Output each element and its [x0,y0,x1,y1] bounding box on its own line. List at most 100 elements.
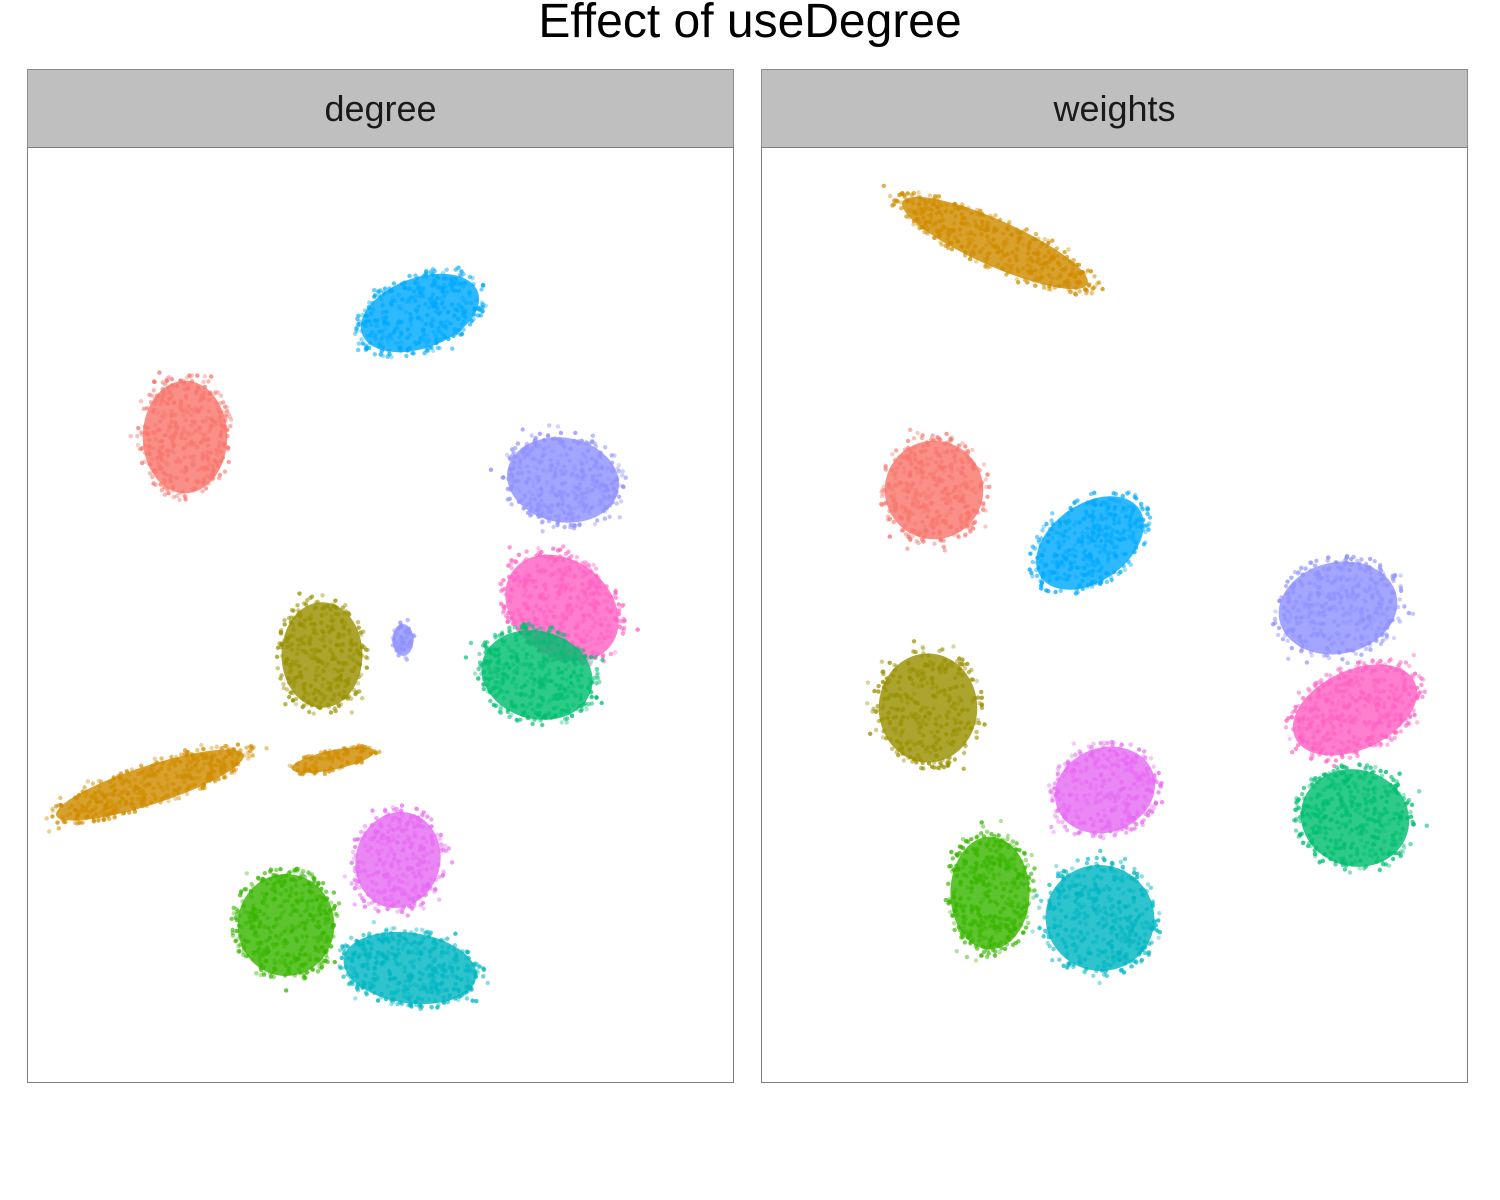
scatter-point [221,442,226,447]
scatter-point [341,660,346,666]
scatter-point [287,970,292,975]
facet-strip-label: degree [27,69,734,147]
scatter-point [323,756,328,762]
scatter-point [917,460,922,465]
scatter-point [975,207,980,213]
scatter-point [590,624,596,630]
scatter-point [399,891,405,897]
scatter-point [109,804,114,809]
scatter-point [420,888,425,893]
scatter-point [313,647,318,652]
scatter-point [509,703,515,708]
scatter-point [107,816,112,822]
scatter-point [225,747,230,753]
scatter-point [141,406,147,411]
scatter-point [355,620,361,625]
scatter-point [418,294,423,299]
scatter-point [406,836,412,841]
scatter-point [918,197,924,203]
scatter-point [966,241,972,247]
scatter-point [325,959,330,965]
scatter-point [939,212,945,218]
scatter-point [455,316,461,321]
scatter-point [235,908,240,913]
scatter-point [548,653,554,658]
scatter-point [924,440,930,445]
scatter-point [375,998,381,1003]
scatter-point [521,593,527,598]
scatter-point [582,701,587,706]
scatter-point [963,504,968,510]
scatter-point [470,275,475,281]
scatter-point [571,526,577,531]
scatter-point [459,977,464,983]
scatter-point [532,497,538,502]
scatter-point [150,430,156,435]
scatter-point [261,972,267,977]
scatter-point [184,753,189,758]
scatter-point [143,797,148,802]
scatter-point [328,710,334,715]
scatter-point [959,457,964,463]
scatter-point [553,713,558,719]
scatter-point [317,904,323,909]
scatter-point [302,926,308,931]
scatter-point [471,961,476,967]
scatter-point [553,584,558,589]
scatter-point [154,760,159,765]
scatter-point [933,521,939,526]
scatter-point [422,854,427,859]
scatter-point [413,874,418,879]
scatter-point [280,874,286,879]
scatter-point [395,840,400,845]
scatter-point [459,305,465,310]
scatter-point [307,636,312,642]
scatter-point [321,895,326,900]
scatter-point [215,406,220,411]
scatter-point [359,758,364,763]
scatter-point [368,846,374,851]
scatter-point [591,591,596,597]
scatter-point [313,760,319,765]
scatter-point [100,791,105,796]
scatter-point [386,812,391,817]
scatter-point [359,760,364,765]
scatter-point [433,333,438,338]
scatter-point [177,497,182,503]
scatter-point [1025,251,1031,256]
scatter-point [379,296,384,301]
scatter-point [210,469,215,474]
scatter-point [260,890,265,896]
scatter-point [415,983,420,989]
scatter-point [906,518,911,524]
scatter-point [282,878,287,883]
scatter-point [305,903,310,909]
scatter-point [467,322,473,327]
scatter-point [554,682,559,688]
scatter-point [278,932,284,937]
scatter-point [405,643,410,649]
scatter-point [407,317,413,322]
scatter-point [899,200,904,205]
scatter-point [324,934,330,940]
scatter-point [407,640,412,645]
scatter-point [79,807,84,813]
scatter-point [166,386,171,391]
scatter-point [565,703,570,708]
scatter-point [508,594,514,599]
scatter-point [511,610,516,615]
scatter-point [511,461,517,466]
scatter-point [520,711,525,716]
scatter-point [177,786,182,791]
scatter-point [417,848,423,853]
scatter-point [452,280,458,285]
scatter-point [299,636,304,641]
scatter-point [199,393,204,399]
scatter-point [60,814,65,820]
scatter-point [439,953,444,959]
scatter-point [308,616,313,622]
scatter-point [518,662,523,667]
scatter-point [216,777,221,782]
scatter-point [395,1002,400,1007]
scatter-point [191,457,196,462]
